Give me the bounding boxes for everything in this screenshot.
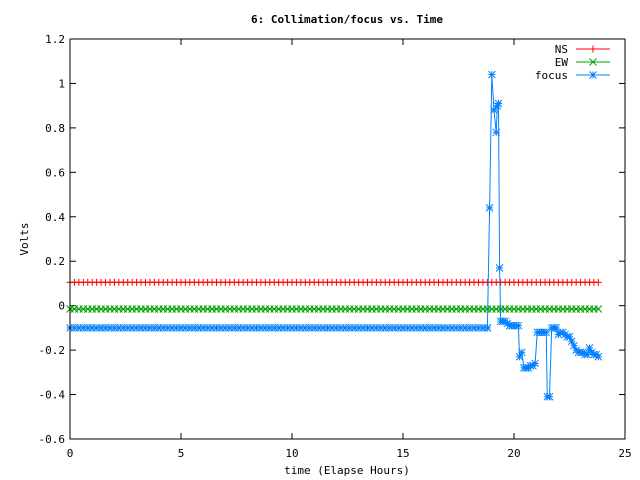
y-axis-label: Volts xyxy=(18,222,31,255)
y-tick-label: -0.6 xyxy=(39,433,66,446)
data-point-focus xyxy=(594,352,603,361)
y-tick-label: 0 xyxy=(58,300,65,313)
data-point-focus xyxy=(495,264,504,272)
series-focus xyxy=(66,70,603,401)
data-point-focus xyxy=(492,128,501,137)
axis-ticks: 0 5 10 15 20 25 -0.6 -0.4 -0.2 0 0.2 0.4 0.6 0.8 1 1.2 xyxy=(39,33,632,460)
y-tick-label: -0.4 xyxy=(39,389,66,402)
data-point-focus xyxy=(514,321,523,330)
y-tick-label: -0.2 xyxy=(39,344,66,357)
y-tick-label: 0.4 xyxy=(45,211,65,224)
y-tick-label: 0.2 xyxy=(45,255,65,268)
y-tick-label: 0.6 xyxy=(45,166,65,179)
data-point-EW xyxy=(594,305,603,313)
x-tick-label: 5 xyxy=(178,447,185,460)
legend-marker-EW xyxy=(589,58,597,66)
series-EW xyxy=(66,305,603,313)
legend-marker-NS xyxy=(589,45,597,53)
x-tick-label: 20 xyxy=(507,447,520,460)
data-point-focus xyxy=(517,348,526,357)
legend-marker-focus xyxy=(589,71,597,79)
x-tick-label: 0 xyxy=(67,447,74,460)
plot-frame xyxy=(69,38,626,440)
legend-label-EW: EW xyxy=(555,56,569,69)
chart-title: 6: Collimation/focus vs. Time xyxy=(251,13,443,26)
y-tick-label: 0.8 xyxy=(45,122,65,135)
data-point-focus xyxy=(485,204,494,212)
data-point-NS xyxy=(594,278,602,286)
x-tick-label: 25 xyxy=(618,447,631,460)
data-point-focus xyxy=(531,359,539,368)
data-point-focus xyxy=(487,70,496,79)
x-axis-label: time (Elapse Hours) xyxy=(284,464,410,477)
y-tick-label: 1 xyxy=(58,77,65,90)
series-NS xyxy=(66,278,602,286)
x-tick-label: 10 xyxy=(285,447,298,460)
series-line-focus xyxy=(70,74,599,398)
y-tick-label: 1.2 xyxy=(45,33,65,46)
data-point-focus xyxy=(542,328,551,337)
x-tick-label: 15 xyxy=(396,447,409,460)
data-point-focus xyxy=(483,324,492,332)
legend-label-focus: focus xyxy=(535,69,568,82)
legend-label-NS: NS xyxy=(555,43,568,56)
data-point-focus xyxy=(490,106,498,114)
data-point-focus xyxy=(545,392,554,401)
plot-area xyxy=(66,70,603,401)
data-point-focus xyxy=(494,99,503,108)
